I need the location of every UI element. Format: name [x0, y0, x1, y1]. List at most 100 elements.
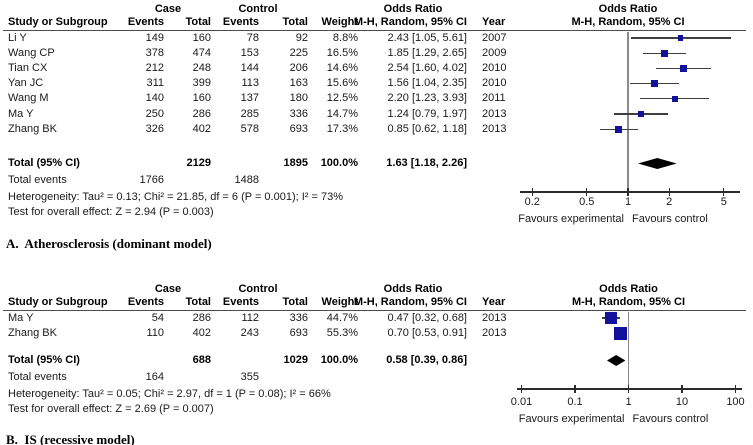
null-effect-line: [627, 311, 630, 389]
case-events-value: 149: [145, 31, 164, 44]
case-total-value: 160: [192, 92, 211, 105]
case-total-value: 474: [192, 46, 211, 59]
case-events-value: 378: [145, 46, 164, 59]
null-effect-line: [627, 31, 629, 192]
control-events-value: 243: [240, 326, 259, 339]
control-events-value: 112: [241, 311, 259, 324]
col-header-weight: Weight: [321, 295, 358, 308]
year-value: 2010: [482, 61, 507, 74]
odds-ratio-ci-value: 0.47 [0.32, 0.68]: [387, 311, 467, 324]
col-header-control-total: Total: [282, 295, 308, 308]
group-header-case: Case: [154, 2, 182, 15]
case-events-value: 212: [145, 61, 164, 74]
case-total-value: 402: [192, 326, 211, 339]
plot-header-odds-ratio: Odds Ratio: [598, 2, 658, 15]
control-events-value: 137: [240, 92, 259, 105]
year-value: 2011: [482, 92, 506, 105]
control-total-value: 693: [289, 326, 308, 339]
col-header-mh-ci: M-H, Random, 95% CI: [353, 15, 467, 28]
panel-caption: B. IS (recessive model): [6, 432, 135, 445]
x-axis-tick: [574, 385, 576, 393]
control-events-value: 144: [240, 61, 259, 74]
study-label: Tian CX: [8, 61, 48, 74]
control-events-value: 113: [241, 77, 259, 90]
year-value: 2013: [482, 107, 507, 120]
col-header-mh-ci: M-H, Random, 95% CI: [353, 295, 467, 308]
effect-size-square: [613, 326, 627, 340]
total-events-label: Total events: [8, 174, 67, 186]
x-axis-tick-label: 0.01: [510, 395, 533, 408]
case-events-value: 250: [145, 107, 164, 120]
total-events-label: Total events: [8, 370, 67, 383]
x-axis-tick-label: 0.2: [524, 196, 540, 208]
x-axis-tick: [520, 385, 523, 393]
x-axis-tick-label: 1: [625, 395, 632, 408]
control-events-value: 153: [240, 46, 259, 59]
study-label: Zhang BK: [8, 122, 57, 135]
weight-value: 8.8%: [332, 31, 358, 44]
plot-header-method: M-H, Random, 95% CI: [571, 295, 686, 308]
case-total-value: 399: [192, 77, 211, 90]
heterogeneity-text: Heterogeneity: Tau² = 0.13; Chi² = 21.85…: [8, 191, 343, 203]
odds-ratio-ci-value: 1.56 [1.04, 2.35]: [387, 77, 467, 90]
col-header-study: Study or Subgroup: [8, 15, 108, 28]
study-label: Li Y: [8, 31, 27, 44]
effect-size-square: [671, 95, 678, 102]
odds-ratio-ci-value: 2.54 [1.60, 4.02]: [387, 61, 467, 74]
x-axis-tick: [734, 385, 737, 393]
col-header-study: Study or Subgroup: [8, 295, 108, 308]
col-header-control-events: Events: [222, 295, 259, 308]
total-control-total: 1029: [283, 353, 308, 366]
col-header-case-total: Total: [185, 15, 211, 28]
header-rule: [3, 309, 746, 312]
case-events-value: 140: [145, 92, 164, 105]
odds-ratio-ci-value: 2.20 [1.23, 3.93]: [387, 92, 467, 105]
header-rule: [3, 29, 746, 32]
col-header-control-events: Events: [222, 15, 259, 28]
total-label: Total (95% CI): [8, 157, 80, 169]
total-events-case: 164: [145, 370, 164, 383]
col-header-year: Year: [482, 15, 506, 28]
group-header-odds-ratio: Odds Ratio: [383, 282, 443, 295]
case-total-value: 248: [192, 61, 211, 74]
total-weight: 100.0%: [320, 157, 358, 169]
study-label: Zhang BK: [8, 326, 57, 339]
x-axis-tick-label: 5: [720, 196, 727, 208]
col-header-year: Year: [482, 295, 506, 308]
case-events-value: 54: [151, 311, 164, 324]
x-axis-tick: [586, 188, 588, 196]
control-total-value: 206: [289, 61, 308, 74]
col-header-control-total: Total: [282, 15, 308, 28]
odds-ratio-ci-value: 1.85 [1.29, 2.65]: [387, 46, 467, 59]
col-header-weight: Weight: [321, 15, 358, 28]
weight-value: 55.3%: [326, 326, 358, 339]
year-value: 2010: [482, 77, 507, 90]
year-value: 2009: [482, 46, 507, 59]
case-events-value: 311: [146, 77, 164, 90]
panel-a-atherosclerosis: Case Control Odds Ratio Odds Ratio M-H, Rand…: [3, 2, 746, 251]
year-value: 2013: [482, 122, 507, 135]
case-total-value: 286: [192, 311, 211, 324]
x-axis-tick-label: 0.5: [579, 196, 595, 208]
x-axis-tick-label: 10: [675, 395, 689, 408]
year-value: 2013: [482, 311, 507, 324]
case-total-value: 160: [192, 31, 211, 44]
control-events-value: 578: [240, 122, 259, 135]
total-case-total: 688: [192, 353, 211, 366]
x-axis-tick: [681, 385, 683, 393]
control-events-value: 78: [246, 31, 259, 44]
total-events-control: 355: [240, 370, 259, 383]
control-total-value: 180: [289, 92, 308, 105]
summary-diamond: [637, 158, 677, 169]
odds-ratio-ci-value: 0.70 [0.53, 0.91]: [387, 326, 467, 339]
group-header-control: Control: [238, 2, 278, 15]
x-axis-tick-label: 1: [624, 196, 632, 208]
year-value: 2007: [482, 31, 507, 44]
x-axis-tick: [668, 188, 670, 196]
effect-size-square: [680, 65, 687, 72]
group-header-case: Case: [154, 282, 182, 295]
summary-diamond: [606, 354, 625, 366]
x-axis-tick-label: 0.1: [567, 395, 583, 408]
control-total-value: 92: [295, 31, 308, 44]
